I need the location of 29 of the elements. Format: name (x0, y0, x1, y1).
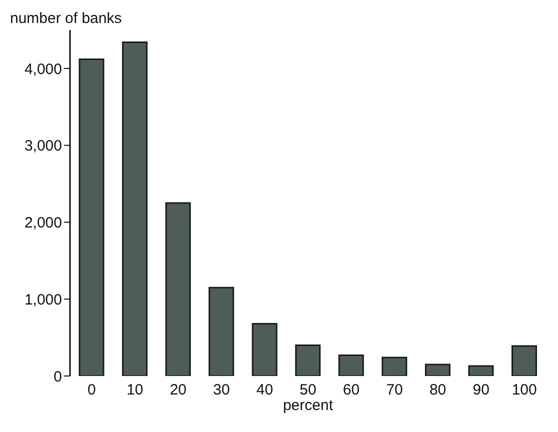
x-tick-label: 50 (300, 382, 316, 399)
x-tick-label: 70 (386, 382, 403, 399)
bar (122, 42, 148, 376)
x-tick-label: 0 (87, 382, 96, 399)
y-tick-label: 3,000 (24, 138, 62, 155)
y-tick-label: 0 (54, 368, 62, 386)
bar (78, 58, 104, 376)
x-tick-label: 80 (429, 382, 446, 399)
x-tick-label: 20 (170, 382, 187, 399)
x-tick-label: 40 (256, 382, 274, 399)
y-tick-label: 2,000 (24, 214, 62, 232)
x-tick-label: 10 (126, 382, 144, 399)
bar (338, 354, 364, 376)
bar (424, 364, 450, 376)
x-tick-label: 90 (472, 382, 490, 399)
bar (252, 322, 278, 376)
x-axis-title: percent (282, 397, 334, 414)
y-tick-label: 4,000 (24, 60, 62, 78)
x-tick-label: 30 (213, 382, 230, 399)
x-tick-label: 100 (512, 382, 537, 399)
bar (468, 365, 494, 376)
x-tick-label: 60 (342, 382, 360, 399)
bar (208, 286, 234, 376)
bar (511, 345, 537, 376)
y-tick-label: 1,000 (24, 291, 62, 308)
y-axis-title: number of banks (10, 10, 122, 27)
bar (165, 202, 191, 376)
bar (295, 344, 321, 376)
bar (382, 356, 408, 376)
